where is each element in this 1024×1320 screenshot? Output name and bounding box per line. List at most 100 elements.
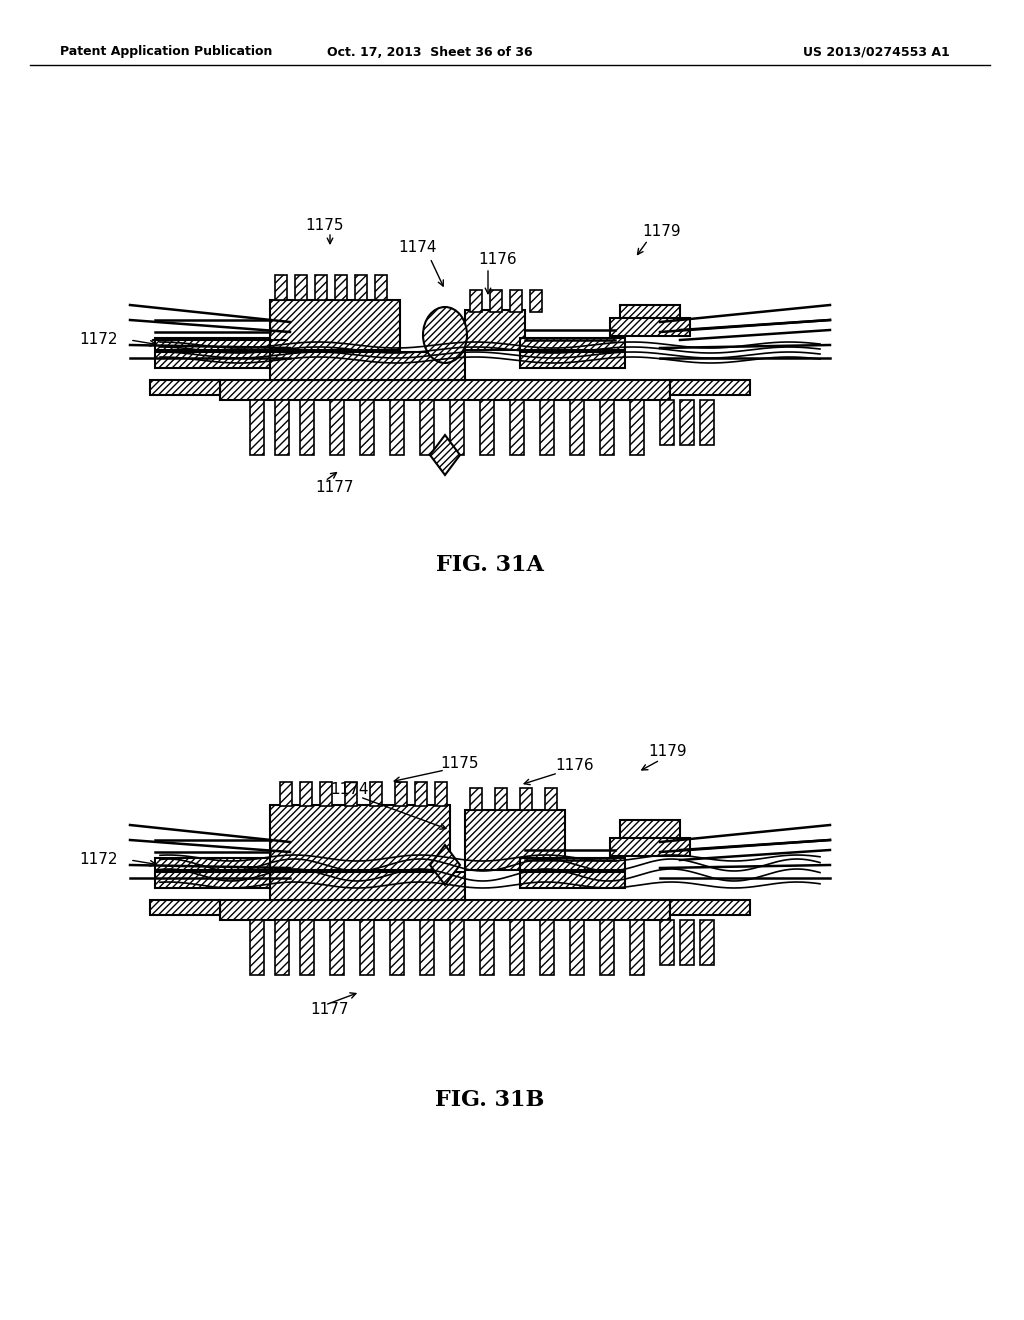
Bar	[540, 920, 554, 975]
Text: 1172: 1172	[80, 333, 118, 347]
Bar	[600, 920, 614, 975]
Text: 1176: 1176	[555, 758, 594, 772]
Text: FIG. 31A: FIG. 31A	[436, 554, 544, 576]
Bar	[520, 352, 625, 368]
Text: 1177: 1177	[310, 1002, 348, 1018]
Text: US 2013/0274553 A1: US 2013/0274553 A1	[803, 45, 950, 58]
Bar	[275, 920, 289, 975]
Text: Oct. 17, 2013  Sheet 36 of 36: Oct. 17, 2013 Sheet 36 of 36	[328, 45, 532, 58]
Bar	[220, 380, 670, 400]
Bar	[610, 318, 690, 337]
Bar	[620, 820, 680, 855]
Text: 1175: 1175	[305, 218, 343, 232]
Text: 1179: 1179	[642, 224, 681, 239]
Text: 1175: 1175	[440, 755, 478, 771]
Bar	[620, 305, 680, 335]
Bar	[480, 400, 494, 455]
Bar	[660, 920, 674, 965]
Bar	[680, 400, 694, 445]
Bar	[270, 873, 465, 900]
Text: 1172: 1172	[80, 853, 118, 867]
Bar	[300, 920, 314, 975]
Bar	[330, 920, 344, 975]
Bar	[610, 838, 690, 855]
Bar	[630, 920, 644, 975]
Bar	[335, 275, 347, 300]
Bar	[540, 400, 554, 455]
Bar	[330, 400, 344, 455]
Bar	[220, 900, 670, 920]
Bar	[150, 900, 220, 915]
Bar	[360, 920, 374, 975]
Bar	[495, 788, 507, 810]
Polygon shape	[430, 436, 460, 475]
Bar	[435, 781, 447, 807]
Ellipse shape	[423, 308, 467, 363]
Bar	[250, 920, 264, 975]
Bar	[300, 400, 314, 455]
Bar	[520, 873, 625, 888]
Bar	[600, 400, 614, 455]
Text: FIG. 31B: FIG. 31B	[435, 1089, 545, 1111]
Bar	[250, 400, 264, 455]
Bar	[510, 920, 524, 975]
Bar	[465, 310, 525, 350]
Text: 1174: 1174	[398, 240, 436, 256]
Bar	[450, 920, 464, 975]
Bar	[700, 920, 714, 965]
Bar	[680, 920, 694, 965]
Bar	[390, 400, 404, 455]
Bar	[545, 788, 557, 810]
Bar	[510, 290, 522, 312]
Bar	[150, 380, 220, 395]
Bar	[520, 858, 625, 870]
Bar	[450, 400, 464, 455]
Bar	[270, 300, 400, 350]
Bar	[630, 400, 644, 455]
Bar	[319, 781, 332, 807]
Polygon shape	[430, 845, 460, 884]
Bar	[420, 400, 434, 455]
Bar	[530, 290, 542, 312]
Bar	[465, 810, 565, 870]
Text: 1176: 1176	[478, 252, 517, 268]
Bar	[280, 781, 292, 807]
Bar	[295, 275, 307, 300]
Bar	[420, 920, 434, 975]
Text: 1177: 1177	[315, 480, 353, 495]
Bar	[520, 338, 625, 350]
Text: Patent Application Publication: Patent Application Publication	[60, 45, 272, 58]
Bar	[275, 400, 289, 455]
Bar	[360, 400, 374, 455]
Bar	[570, 920, 584, 975]
Bar	[155, 858, 270, 870]
Bar	[670, 900, 750, 915]
Bar	[390, 920, 404, 975]
Bar	[700, 400, 714, 445]
Bar	[270, 805, 450, 870]
Bar	[270, 352, 465, 380]
Bar	[660, 400, 674, 445]
Bar	[275, 275, 287, 300]
Bar	[345, 781, 357, 807]
Bar	[480, 920, 494, 975]
Text: 1174: 1174	[330, 783, 369, 797]
Bar	[490, 290, 502, 312]
Bar	[355, 275, 367, 300]
Bar	[370, 781, 382, 807]
Bar	[570, 400, 584, 455]
Text: 1179: 1179	[648, 744, 687, 759]
Bar	[415, 781, 427, 807]
Bar	[470, 788, 482, 810]
Bar	[155, 873, 270, 888]
Bar	[470, 290, 482, 312]
Bar	[315, 275, 327, 300]
Bar	[520, 788, 532, 810]
Bar	[375, 275, 387, 300]
Bar	[155, 352, 270, 368]
Bar	[395, 781, 407, 807]
Bar	[510, 400, 524, 455]
Bar	[300, 781, 312, 807]
Bar	[670, 380, 750, 395]
Bar	[155, 338, 270, 350]
